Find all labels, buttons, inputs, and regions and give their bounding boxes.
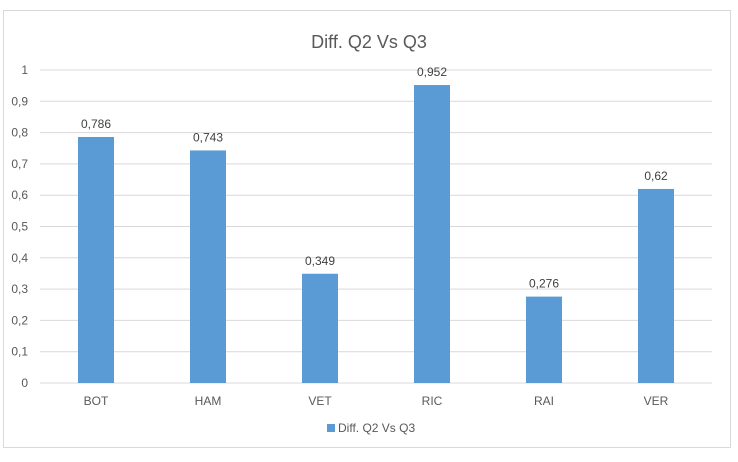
legend-swatch [327, 424, 335, 432]
bar-ham [190, 150, 226, 383]
bar-vet [302, 273, 338, 383]
data-label-ham: 0,743 [193, 130, 223, 144]
legend-entry-label: Diff. Q2 Vs Q3 [338, 421, 415, 435]
x-tick-label-rai: RAI [534, 394, 554, 408]
x-tick-label-ver: VER [644, 394, 669, 408]
x-tick-label-bot: BOT [84, 394, 109, 408]
bar-rai [526, 296, 562, 383]
data-labels: 0,786 0,743 0,349 0,952 0,276 0,62 [81, 65, 668, 291]
chart-title: Diff. Q2 Vs Q3 [311, 32, 427, 52]
y-tick-label: 0,1 [11, 345, 28, 359]
bar-ver [638, 188, 674, 383]
y-tick-label: 0 [21, 376, 28, 390]
x-tick-label-ric: RIC [422, 394, 443, 408]
y-tick-label: 0,5 [11, 220, 28, 234]
y-axis-tick-labels: 0 0,1 0,2 0,3 0,4 0,5 0,6 0,7 0,8 0,9 1 [11, 63, 28, 390]
y-tick-label: 1 [21, 63, 28, 77]
data-label-rai: 0,276 [529, 277, 559, 291]
data-label-ver: 0,62 [644, 169, 668, 183]
chart-frame [3, 10, 731, 448]
y-tick-label: 0,2 [11, 313, 28, 327]
legend: Diff. Q2 Vs Q3 [327, 421, 415, 435]
bar-ric [414, 85, 450, 384]
y-tick-label: 0,9 [11, 94, 28, 108]
y-tick-label: 0,4 [11, 251, 28, 265]
x-tick-label-ham: HAM [195, 394, 222, 408]
bars [78, 85, 674, 384]
data-label-ric: 0,952 [417, 65, 447, 79]
x-tick-label-vet: VET [308, 394, 332, 408]
data-label-vet: 0,349 [305, 254, 335, 268]
x-axis-tick-labels: BOT HAM VET RIC RAI VER [84, 394, 669, 408]
bar-bot [78, 136, 114, 383]
y-tick-label: 0,3 [11, 282, 28, 296]
y-tick-label: 0,6 [11, 188, 28, 202]
y-tick-label: 0,7 [11, 157, 28, 171]
gridlines [40, 69, 712, 384]
data-label-bot: 0,786 [81, 117, 111, 131]
y-tick-label: 0,8 [11, 126, 28, 140]
